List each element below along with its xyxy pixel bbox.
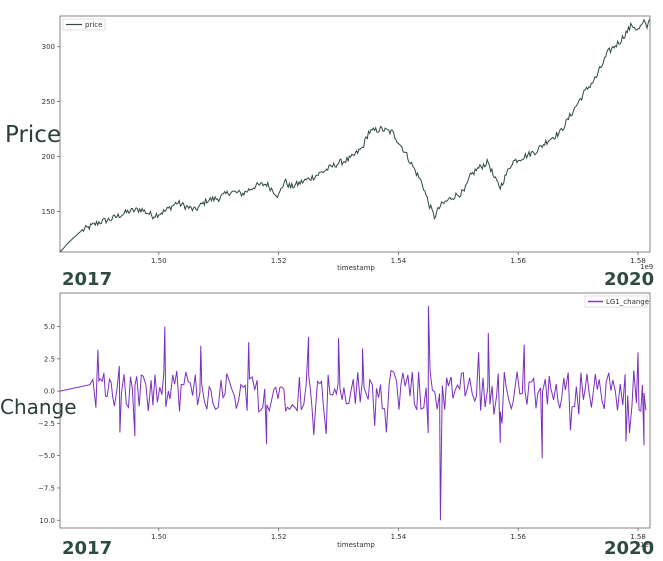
x-tick-label: 1.54 (391, 257, 407, 265)
change-year-start: 2017 (62, 538, 112, 559)
change-y-ticks: 5.0 2.5 0.0 −2.5 −5.0 −7.5 10.0 (38, 323, 60, 525)
price-line (59, 18, 651, 253)
price-legend-box (62, 18, 106, 31)
change-x-ticks: 1.50 1.52 1.54 1.56 1.58 (151, 528, 646, 541)
x-tick-label: 1.58 (630, 257, 646, 265)
x-tick-label: 1.56 (510, 257, 526, 265)
change-legend: LG1_change (584, 295, 649, 308)
x-tick-label: 1.50 (151, 257, 167, 265)
price-y-ticks: 150 200 250 300 (42, 43, 60, 216)
price-plot-frame (59, 15, 651, 253)
change-xlabel: timestamp (337, 541, 375, 549)
change-legend-box (584, 295, 648, 308)
change-chart: Change 5.02.50.0−2.5−5.0−7.510.0 1.50 1.5… (0, 292, 654, 559)
y-tick-label: −5.0 (38, 452, 55, 460)
price-legend-label: price (85, 21, 102, 29)
change-year-end: 2020 (604, 538, 654, 559)
y-tick-label: 250 (42, 98, 55, 106)
y-tick-label: 10.0 (39, 517, 55, 525)
y-tick-label: 150 (42, 208, 55, 216)
price-year-end: 2020 (604, 269, 654, 290)
change-plot-frame (59, 292, 651, 529)
x-tick-label: 1.52 (271, 257, 287, 265)
y-tick-label: 200 (42, 153, 55, 161)
y-tick-label: −2.5 (38, 420, 55, 428)
x-tick-label: 1.50 (151, 533, 167, 541)
change-line (59, 305, 647, 521)
y-tick-label: −7.5 (38, 484, 55, 492)
price-year-start: 2017 (62, 269, 112, 290)
x-tick-label: 1.52 (271, 533, 287, 541)
change-ylabel: Change (0, 395, 77, 419)
x-tick-label: 1.54 (391, 533, 407, 541)
price-legend: price (62, 18, 106, 31)
price-x-offset: 1e9 (640, 263, 653, 271)
x-tick-label: 1.56 (510, 533, 526, 541)
price-ylabel: Price (5, 122, 61, 148)
price-x-ticks: 1.50 1.52 1.54 1.56 1.58 (151, 252, 646, 265)
change-x-offset: 1e9 (640, 541, 653, 549)
y-tick-label: 2.5 (44, 355, 55, 363)
y-tick-label: 5.0 (44, 323, 55, 331)
y-tick-label: 300 (42, 43, 55, 51)
x-tick-label: 1.58 (630, 533, 646, 541)
y-tick-label: 0.0 (44, 388, 55, 396)
price-xlabel: timestamp (337, 264, 375, 272)
change-legend-label: LG1_change (606, 298, 649, 306)
